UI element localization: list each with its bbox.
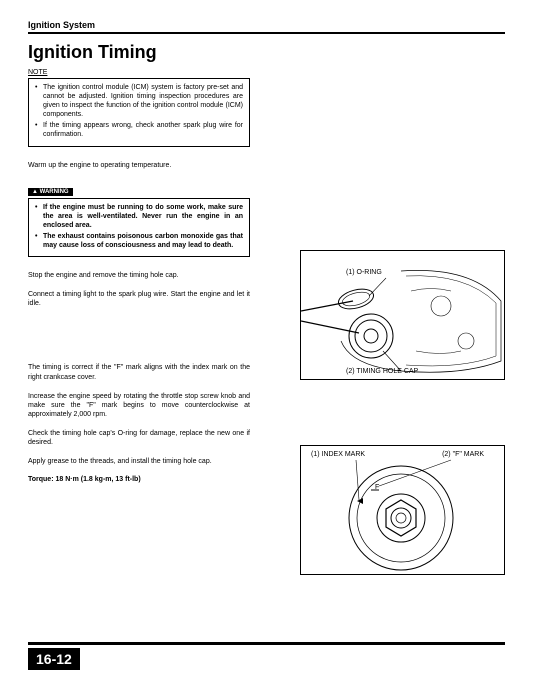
body-text: Increase the engine speed by rotating th… (28, 392, 250, 419)
torque-spec: Torque: 18 N·m (1.8 kg-m, 13 ft-lb) (28, 476, 250, 483)
body-text: Check the timing hole cap's O-ring for d… (28, 429, 250, 447)
fig-label-oring: (1) O-RING (346, 269, 382, 276)
figure-timing-hole-cap: (1) O-RING (2) TIMING HOLE CAP (300, 250, 505, 380)
note-label: NOTE (28, 69, 505, 76)
warning-item: If the engine must be running to do some… (43, 203, 243, 230)
body-text: Connect a timing light to the spark plug… (28, 290, 250, 308)
note-item: If the timing appears wrong, check anoth… (43, 121, 243, 139)
figure-index-mark: (1) INDEX MARK (2) "F" MARK F (300, 445, 505, 575)
warning-box: If the engine must be running to do some… (28, 198, 250, 257)
note-box: The ignition control module (ICM) system… (28, 78, 250, 147)
note-item: The ignition control module (ICM) system… (43, 83, 243, 119)
section-header: Ignition System (28, 20, 505, 34)
page-number: 16-12 (28, 648, 80, 670)
fig-label-cap: (2) TIMING HOLE CAP (346, 368, 418, 375)
fig-label-index: (1) INDEX MARK (311, 451, 365, 458)
body-text: Stop the engine and remove the timing ho… (28, 271, 250, 280)
diagram-svg (301, 251, 506, 381)
page-title: Ignition Timing (28, 42, 505, 63)
body-text: Apply grease to the threads, and install… (28, 457, 250, 466)
warning-item: The exhaust contains poisonous carbon mo… (43, 232, 243, 250)
body-text: Warm up the engine to operating temperat… (28, 161, 250, 170)
body-text: The timing is correct if the "F" mark al… (28, 363, 250, 381)
warning-label: ▲ WARNING (28, 188, 73, 196)
footer: 16-12 (28, 642, 505, 670)
diagram-svg: F (301, 446, 506, 576)
fig-label-fmark: (2) "F" MARK (442, 451, 484, 458)
